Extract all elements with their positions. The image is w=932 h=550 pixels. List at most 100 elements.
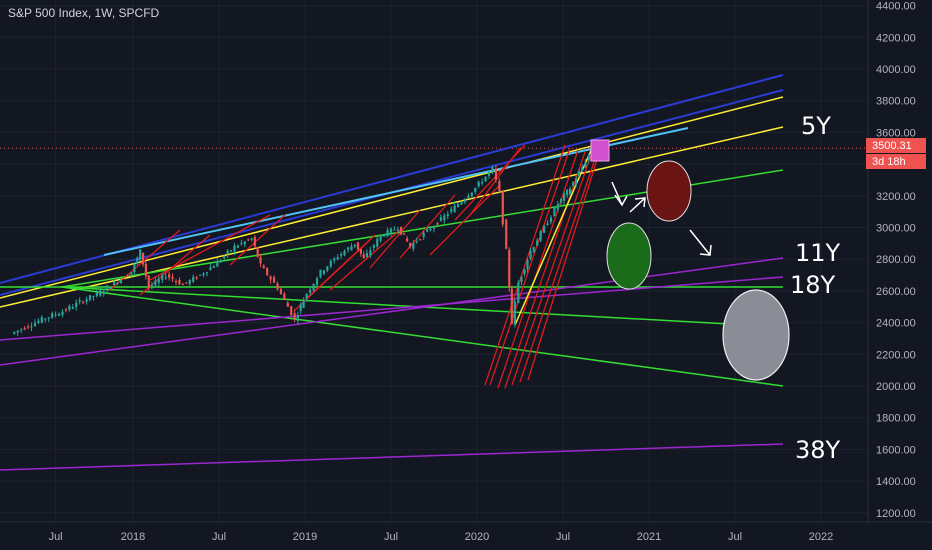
trendline-red [511,151,593,386]
candle-body [262,265,265,269]
candle-body [259,257,262,264]
y-tick-label: 3200.00 [876,191,916,203]
candle-body [406,238,409,242]
candle-body [23,328,26,330]
candle-body [26,326,30,328]
candle-body [283,293,286,300]
candle-body [133,263,136,273]
trendline-red [484,144,566,386]
candle-body [16,330,19,333]
candle-body [44,318,47,320]
candle-body [174,280,178,282]
candle-body [415,241,418,243]
candle-body [315,278,319,285]
candle-body [484,176,487,182]
candle-body [463,198,467,203]
candle-body [139,249,142,261]
candle-body [432,226,436,229]
trendline [0,257,784,366]
y-tick-label: 2800.00 [876,254,916,266]
candle-body [68,306,71,310]
candle-body [517,282,520,303]
candle-body [20,329,23,331]
candle-body [54,314,57,316]
candle-body [150,285,154,287]
candle-body [293,313,296,319]
candle-body [372,245,375,248]
y-tick-label: 1400.00 [876,476,916,488]
countdown-box [866,154,926,169]
last-price-box [866,138,926,153]
candle-body [88,295,92,300]
candle-body [181,284,184,286]
candle-body [584,162,587,167]
trendline [61,286,784,387]
candle-body [581,167,584,171]
trendline [0,443,784,471]
trendline-red [489,147,571,386]
candle-body [319,269,322,278]
candle-body [501,190,504,225]
candle-body [226,250,229,255]
candle-body [243,241,246,245]
candle-body [529,251,532,259]
candle-body [520,276,523,282]
candle-body [505,219,508,249]
trendline [0,126,784,308]
candle-body [329,260,332,267]
candle-body [467,196,470,199]
grey-ellipse [722,289,790,381]
candle-body [312,283,315,291]
candle-body [61,311,64,315]
candle-body [350,246,353,251]
x-tick-label: 2020 [465,531,489,543]
x-tick-label: 2018 [121,531,145,543]
candle-body [539,231,542,241]
candle-body [82,301,85,303]
candle-body [47,317,50,319]
candle-body [556,204,559,210]
x-tick-label: Jul [728,531,742,543]
candle-body [286,302,289,307]
candle-body [198,274,202,276]
y-tick-label: 1200.00 [876,508,916,520]
candle-body [202,273,205,276]
candle-body [178,280,181,285]
candle-body [302,299,305,308]
candle-body [116,282,119,284]
candle-body [532,247,535,253]
annotation-18y: 18Y [790,271,836,299]
x-tick-label: Jul [49,531,63,543]
candle-body [333,258,336,261]
candle-body [429,229,432,231]
candle-body [75,302,78,307]
candle-body [477,181,480,187]
candle-body [168,274,171,278]
candle-body [409,242,412,247]
candle-body [212,266,215,268]
candle-body [276,283,279,290]
candle-body [64,309,68,311]
candle-body [422,232,425,237]
candle-body [553,207,556,216]
y-tick-label: 2000.00 [876,381,916,393]
candle-body [147,275,150,289]
candle-body [481,181,484,184]
candle-body [365,253,369,257]
candle-body [343,250,346,256]
candle-body [362,254,365,259]
candle-body [136,257,139,264]
y-tick-label: 1800.00 [876,413,916,425]
x-tick-label: 2019 [293,531,317,543]
annotation-11y: 11Y [795,239,841,267]
candle-body [536,240,539,246]
candle-body [403,233,406,235]
trendline-red [519,149,599,383]
candle-body [109,287,112,289]
candle-body [491,167,494,172]
candle-body [456,204,460,208]
x-tick-label: 2021 [637,531,661,543]
candle-body [272,277,276,283]
candle-body [33,322,37,326]
